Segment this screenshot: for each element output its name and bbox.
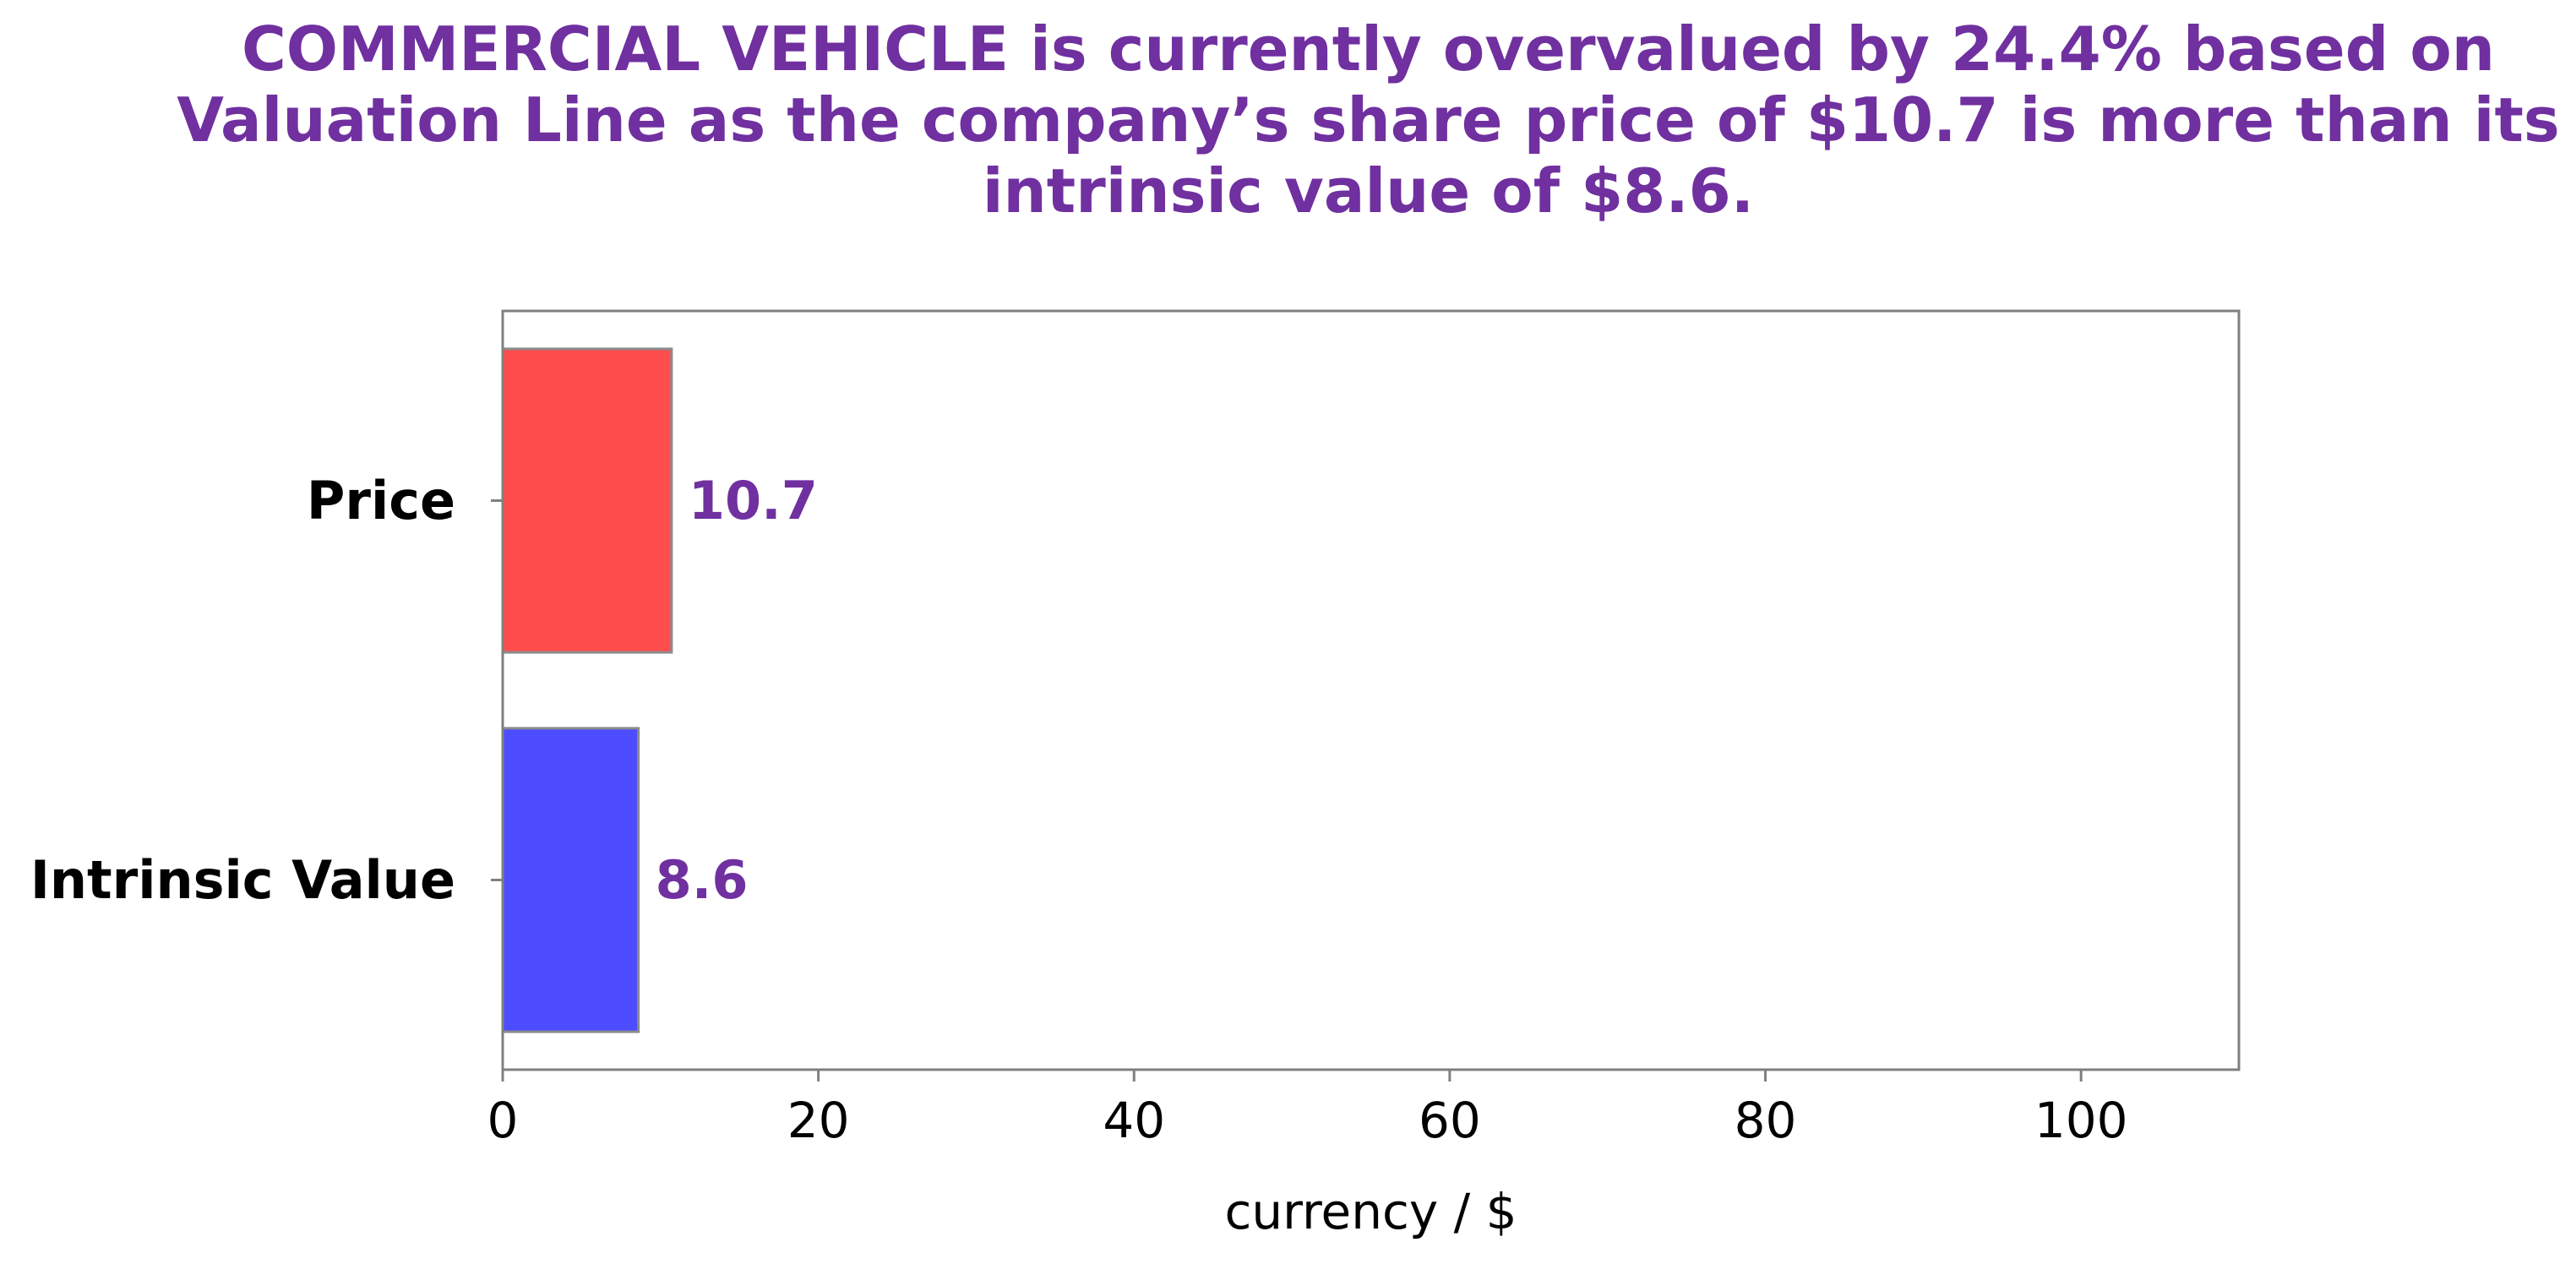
- x-tick-label-40: 40: [1103, 1092, 1165, 1149]
- plot-frame: [501, 309, 2241, 1071]
- category-label-price: Price: [307, 470, 455, 531]
- x-tick-label-0: 0: [487, 1092, 519, 1149]
- bars-layer: [501, 347, 673, 1033]
- bar-price: [501, 347, 673, 654]
- x-tick-label-100: 100: [2034, 1092, 2128, 1149]
- y-axis-ticks: Price Intrinsic Value: [30, 470, 503, 911]
- chart-title: COMMERCIAL VEHICLE is currently overvalu…: [177, 14, 2560, 226]
- bar-intrinsic-value: [501, 727, 640, 1033]
- x-tick-label-60: 60: [1419, 1092, 1481, 1149]
- value-label-price: 10.7: [689, 470, 818, 531]
- category-label-intrinsic-value: Intrinsic Value: [30, 849, 455, 911]
- x-axis-title: currency / $: [1224, 1183, 1517, 1240]
- x-tick-label-20: 20: [787, 1092, 850, 1149]
- value-labels: 10.7 8.6: [656, 470, 818, 911]
- x-axis-ticks: 0 20 40 60 80 100: [487, 1070, 2128, 1149]
- x-tick-label-80: 80: [1735, 1092, 1797, 1149]
- value-label-intrinsic-value: 8.6: [656, 849, 749, 911]
